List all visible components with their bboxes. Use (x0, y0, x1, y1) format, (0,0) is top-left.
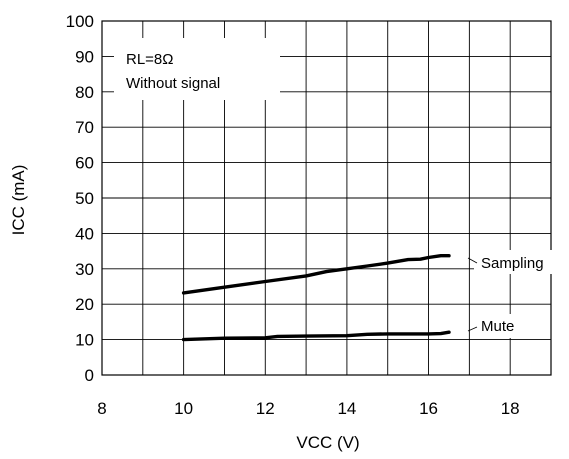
mute-label-bg (474, 314, 532, 338)
sampling-leader (467, 257, 478, 264)
y-axis-label: ICC (mA) (9, 165, 28, 236)
x-tick-label: 8 (97, 399, 106, 418)
y-tick-label: 20 (75, 295, 94, 314)
y-tick-label: 10 (75, 331, 94, 350)
y-tick-label: 40 (75, 224, 94, 243)
y-tick-label: 30 (75, 260, 94, 279)
x-tick-label: 10 (174, 399, 193, 418)
annotation-condition: Without signal (126, 75, 220, 92)
plot-frame (101, 20, 552, 376)
y-tick-label: 100 (66, 12, 94, 31)
y-tick-label: 70 (75, 118, 94, 137)
x-tick-label: 18 (501, 399, 520, 418)
y-tick-labels: 0 10 20 30 40 50 60 70 80 90 100 (66, 12, 94, 385)
x-tick-label: 14 (337, 399, 356, 418)
annotation-load: RL=8Ω (126, 51, 174, 68)
sampling-label-bg (474, 250, 562, 274)
x-tick-label: 12 (256, 399, 275, 418)
series-line-sampling (181, 253, 451, 295)
series-label-mute: Mute (481, 318, 514, 335)
x-tick-labels: 8 10 12 14 16 18 (97, 399, 519, 418)
annotation-background (114, 38, 280, 100)
y-tick-label: 60 (75, 154, 94, 173)
x-tick-label: 16 (419, 399, 438, 418)
x-axis-label: VCC (V) (296, 433, 359, 452)
series-label-sampling: Sampling (481, 255, 544, 272)
y-tick-label: 80 (75, 83, 94, 102)
y-tick-label: 50 (75, 189, 94, 208)
y-tick-label: 90 (75, 47, 94, 66)
y-tick-label: 0 (85, 366, 94, 385)
series-line-mute (181, 330, 451, 342)
series-lines (181, 253, 451, 342)
mute-leader (467, 326, 478, 332)
